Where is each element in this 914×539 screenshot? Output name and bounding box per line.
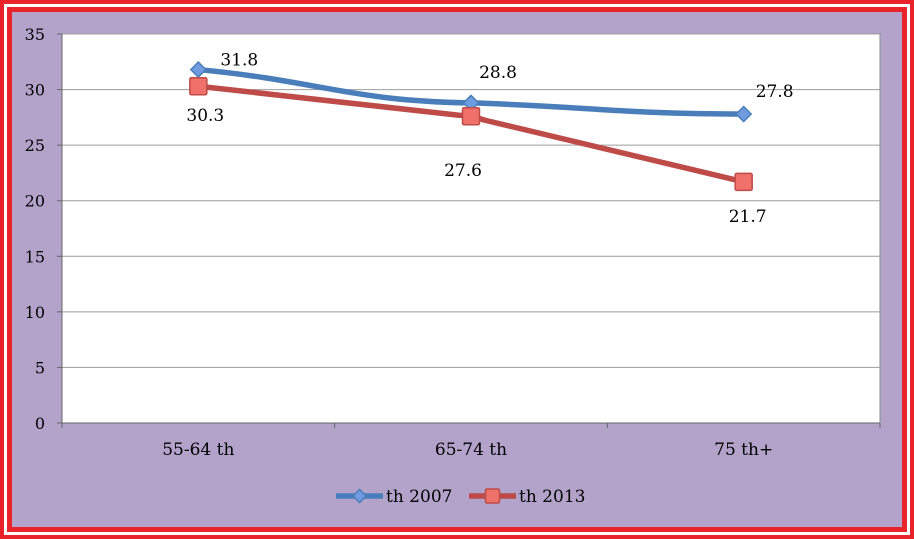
data-label: 31.8 [220,51,258,71]
data-label: 28.8 [479,63,517,83]
y-tick-label: 25 [25,136,45,155]
data-point-marker [734,172,753,192]
legend-label: th 2013 [519,487,585,507]
y-tick-label: 15 [25,247,45,266]
data-label: 27.8 [756,82,794,102]
data-point-marker [189,76,208,96]
y-tick-label: 10 [25,303,45,322]
legend-marker [484,488,501,504]
y-tick-label: 20 [25,192,45,211]
axes [57,33,881,428]
x-tick-label: 75 th+ [714,440,773,460]
data-point-marker [735,105,753,123]
legend-label: th 2007 [386,487,452,507]
data-label: 21.7 [729,207,767,227]
data-label: 27.6 [444,161,482,181]
legend-marker [351,488,368,504]
data-label: 30.3 [186,106,224,126]
x-axis-tick-labels: 55-64 th 65-74 th 75 th+ [162,440,773,460]
x-tick-label: 55-64 th [162,440,234,460]
y-tick-label: 30 [25,81,45,100]
x-tick-label: 65-74 th [435,440,507,460]
legend: th 2007 th 2013 [336,487,585,507]
data-labels: 31.8 28.8 27.8 30.3 27.6 21.7 [186,51,793,227]
data-point-marker [461,106,481,126]
series-markers [189,61,753,192]
y-tick-label: 35 [25,25,45,44]
y-axis-tick-labels: 0 5 10 15 20 25 30 35 [25,25,45,433]
y-tick-label: 5 [35,358,45,377]
y-tick-label: 0 [35,414,45,433]
